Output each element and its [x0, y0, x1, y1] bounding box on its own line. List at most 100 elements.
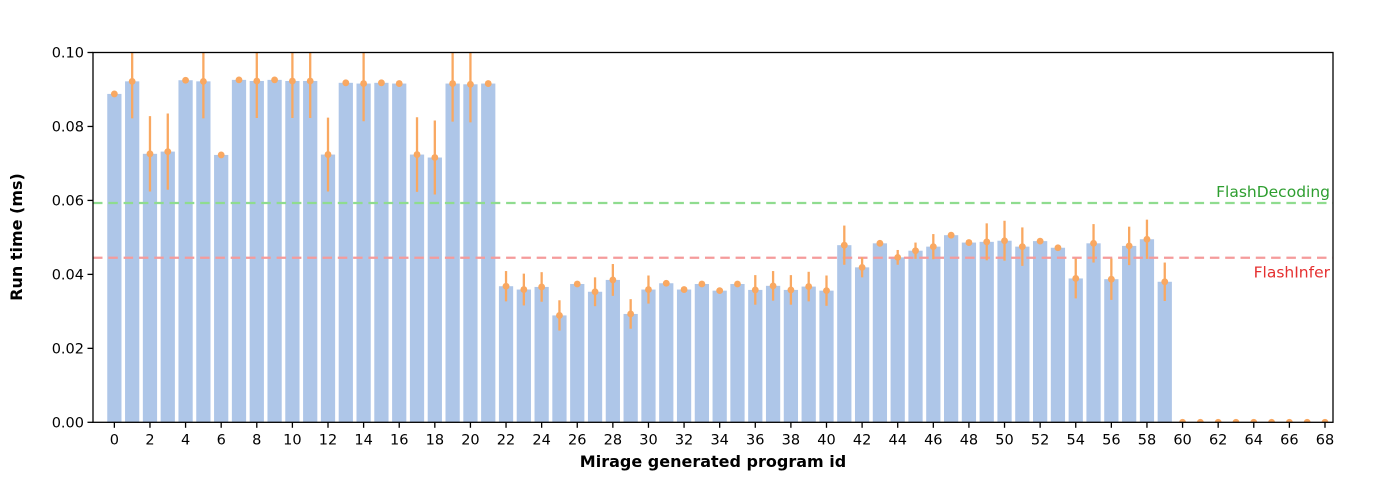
x-tick-label-26: 26 — [568, 432, 586, 448]
mean-marker-25 — [556, 312, 563, 319]
bar-program-19 — [445, 83, 460, 423]
mean-marker-51 — [1018, 243, 1026, 251]
bar-program-53 — [1050, 247, 1066, 423]
bar-program-30 — [641, 289, 656, 423]
bar-program-13 — [338, 82, 353, 423]
x-tick-label-36: 36 — [746, 432, 764, 448]
bar-program-16 — [392, 83, 407, 423]
mean-marker-6 — [217, 151, 225, 159]
x-tick-label-12: 12 — [319, 432, 337, 448]
x-tick-label-66: 66 — [1280, 432, 1298, 448]
bar-program-23 — [516, 289, 531, 423]
mean-marker-45 — [912, 247, 919, 255]
mean-marker-5 — [199, 77, 207, 85]
y-tick-label-0.06: 0.06 — [52, 193, 84, 209]
mean-marker-33 — [698, 280, 706, 288]
bar-program-51 — [1015, 246, 1030, 423]
mean-marker-39 — [805, 283, 813, 290]
bar-program-42 — [854, 267, 870, 423]
bar-program-22 — [498, 286, 514, 423]
mean-marker-52 — [1036, 237, 1044, 245]
mean-marker-16 — [395, 80, 403, 87]
y-tick-label-0.08: 0.08 — [52, 119, 84, 135]
bar-program-2 — [142, 153, 158, 423]
x-tick-label-28: 28 — [604, 432, 622, 448]
mean-marker-37 — [769, 282, 777, 290]
x-tick-label-52: 52 — [1031, 432, 1049, 448]
bar-program-1 — [125, 81, 140, 423]
mean-marker-48 — [965, 239, 973, 246]
mean-marker-12 — [324, 151, 332, 158]
mean-marker-0 — [110, 90, 118, 98]
x-tick-label-54: 54 — [1067, 432, 1085, 448]
bar-program-6 — [214, 154, 229, 423]
bar-program-49 — [979, 241, 994, 423]
mean-marker-43 — [876, 239, 884, 247]
mean-marker-32 — [680, 286, 688, 293]
x-tick-label-22: 22 — [497, 432, 515, 448]
mean-marker-19 — [449, 80, 457, 87]
mean-marker-44 — [894, 253, 902, 261]
x-tick-label-16: 16 — [390, 432, 408, 448]
mean-marker-24 — [538, 283, 546, 291]
bar-program-50 — [997, 240, 1012, 423]
x-tick-label-14: 14 — [354, 432, 372, 448]
plot-spines — [92, 51, 1334, 423]
mean-marker-14 — [360, 80, 368, 87]
mean-marker-65 — [1268, 418, 1275, 423]
mean-marker-57 — [1125, 242, 1133, 250]
bar-program-18 — [427, 157, 442, 423]
mean-marker-4 — [182, 76, 189, 84]
mean-marker-31 — [662, 279, 670, 287]
mean-marker-38 — [787, 286, 795, 294]
x-tick-label-64: 64 — [1245, 432, 1263, 448]
x-tick-label-40: 40 — [817, 432, 835, 448]
mean-marker-34 — [716, 287, 724, 295]
mean-marker-41 — [840, 241, 848, 249]
bar-program-4 — [178, 80, 193, 423]
bar-program-41 — [837, 245, 852, 423]
bar-program-8 — [249, 80, 264, 423]
bar-program-35 — [730, 283, 745, 423]
flashinfer-label: FlashInfer — [1254, 264, 1331, 282]
mean-marker-66 — [1285, 418, 1293, 423]
x-tick-label-0: 0 — [110, 432, 119, 448]
y-tick-label-0.00: 0.00 — [52, 415, 84, 431]
bar-program-47 — [943, 235, 959, 423]
bar-program-46 — [926, 246, 941, 423]
bar-program-39 — [801, 286, 816, 423]
x-tick-label-4: 4 — [181, 432, 190, 448]
x-tick-label-8: 8 — [252, 432, 261, 448]
bar-program-34 — [712, 290, 727, 423]
y-axis-title: Run time (ms) — [7, 173, 26, 301]
bar-program-54 — [1068, 278, 1083, 423]
bar-program-48 — [961, 242, 977, 423]
bar-program-36 — [748, 289, 763, 423]
x-tick-label-18: 18 — [426, 432, 444, 448]
y-tick-label-0.10: 0.10 — [52, 46, 84, 62]
x-tick-label-2: 2 — [145, 432, 154, 448]
bar-program-10 — [285, 80, 300, 423]
mean-marker-27 — [591, 288, 599, 296]
x-tick-label-56: 56 — [1102, 432, 1120, 448]
bar-program-52 — [1033, 241, 1048, 423]
x-tick-label-6: 6 — [217, 432, 226, 448]
bar-program-58 — [1139, 239, 1155, 423]
mean-marker-28 — [609, 276, 617, 284]
mean-marker-3 — [164, 148, 172, 156]
mean-marker-54 — [1072, 275, 1080, 282]
mean-marker-49 — [983, 238, 991, 246]
bar-program-29 — [623, 313, 638, 423]
plot-layer: 0 2 4 6 8 10 12 14 16 18 20 22 24 26 28 30 32 34 36 38 40 42 4… — [52, 46, 1335, 449]
mean-marker-13 — [342, 79, 350, 87]
bar-program-59 — [1157, 281, 1172, 423]
bar-program-27 — [587, 291, 603, 423]
bar-program-44 — [890, 257, 905, 423]
mean-marker-40 — [823, 287, 830, 295]
mean-marker-67 — [1303, 418, 1311, 423]
mean-marker-64 — [1250, 418, 1258, 423]
bar-program-20 — [463, 84, 478, 423]
mean-marker-68 — [1321, 418, 1329, 423]
